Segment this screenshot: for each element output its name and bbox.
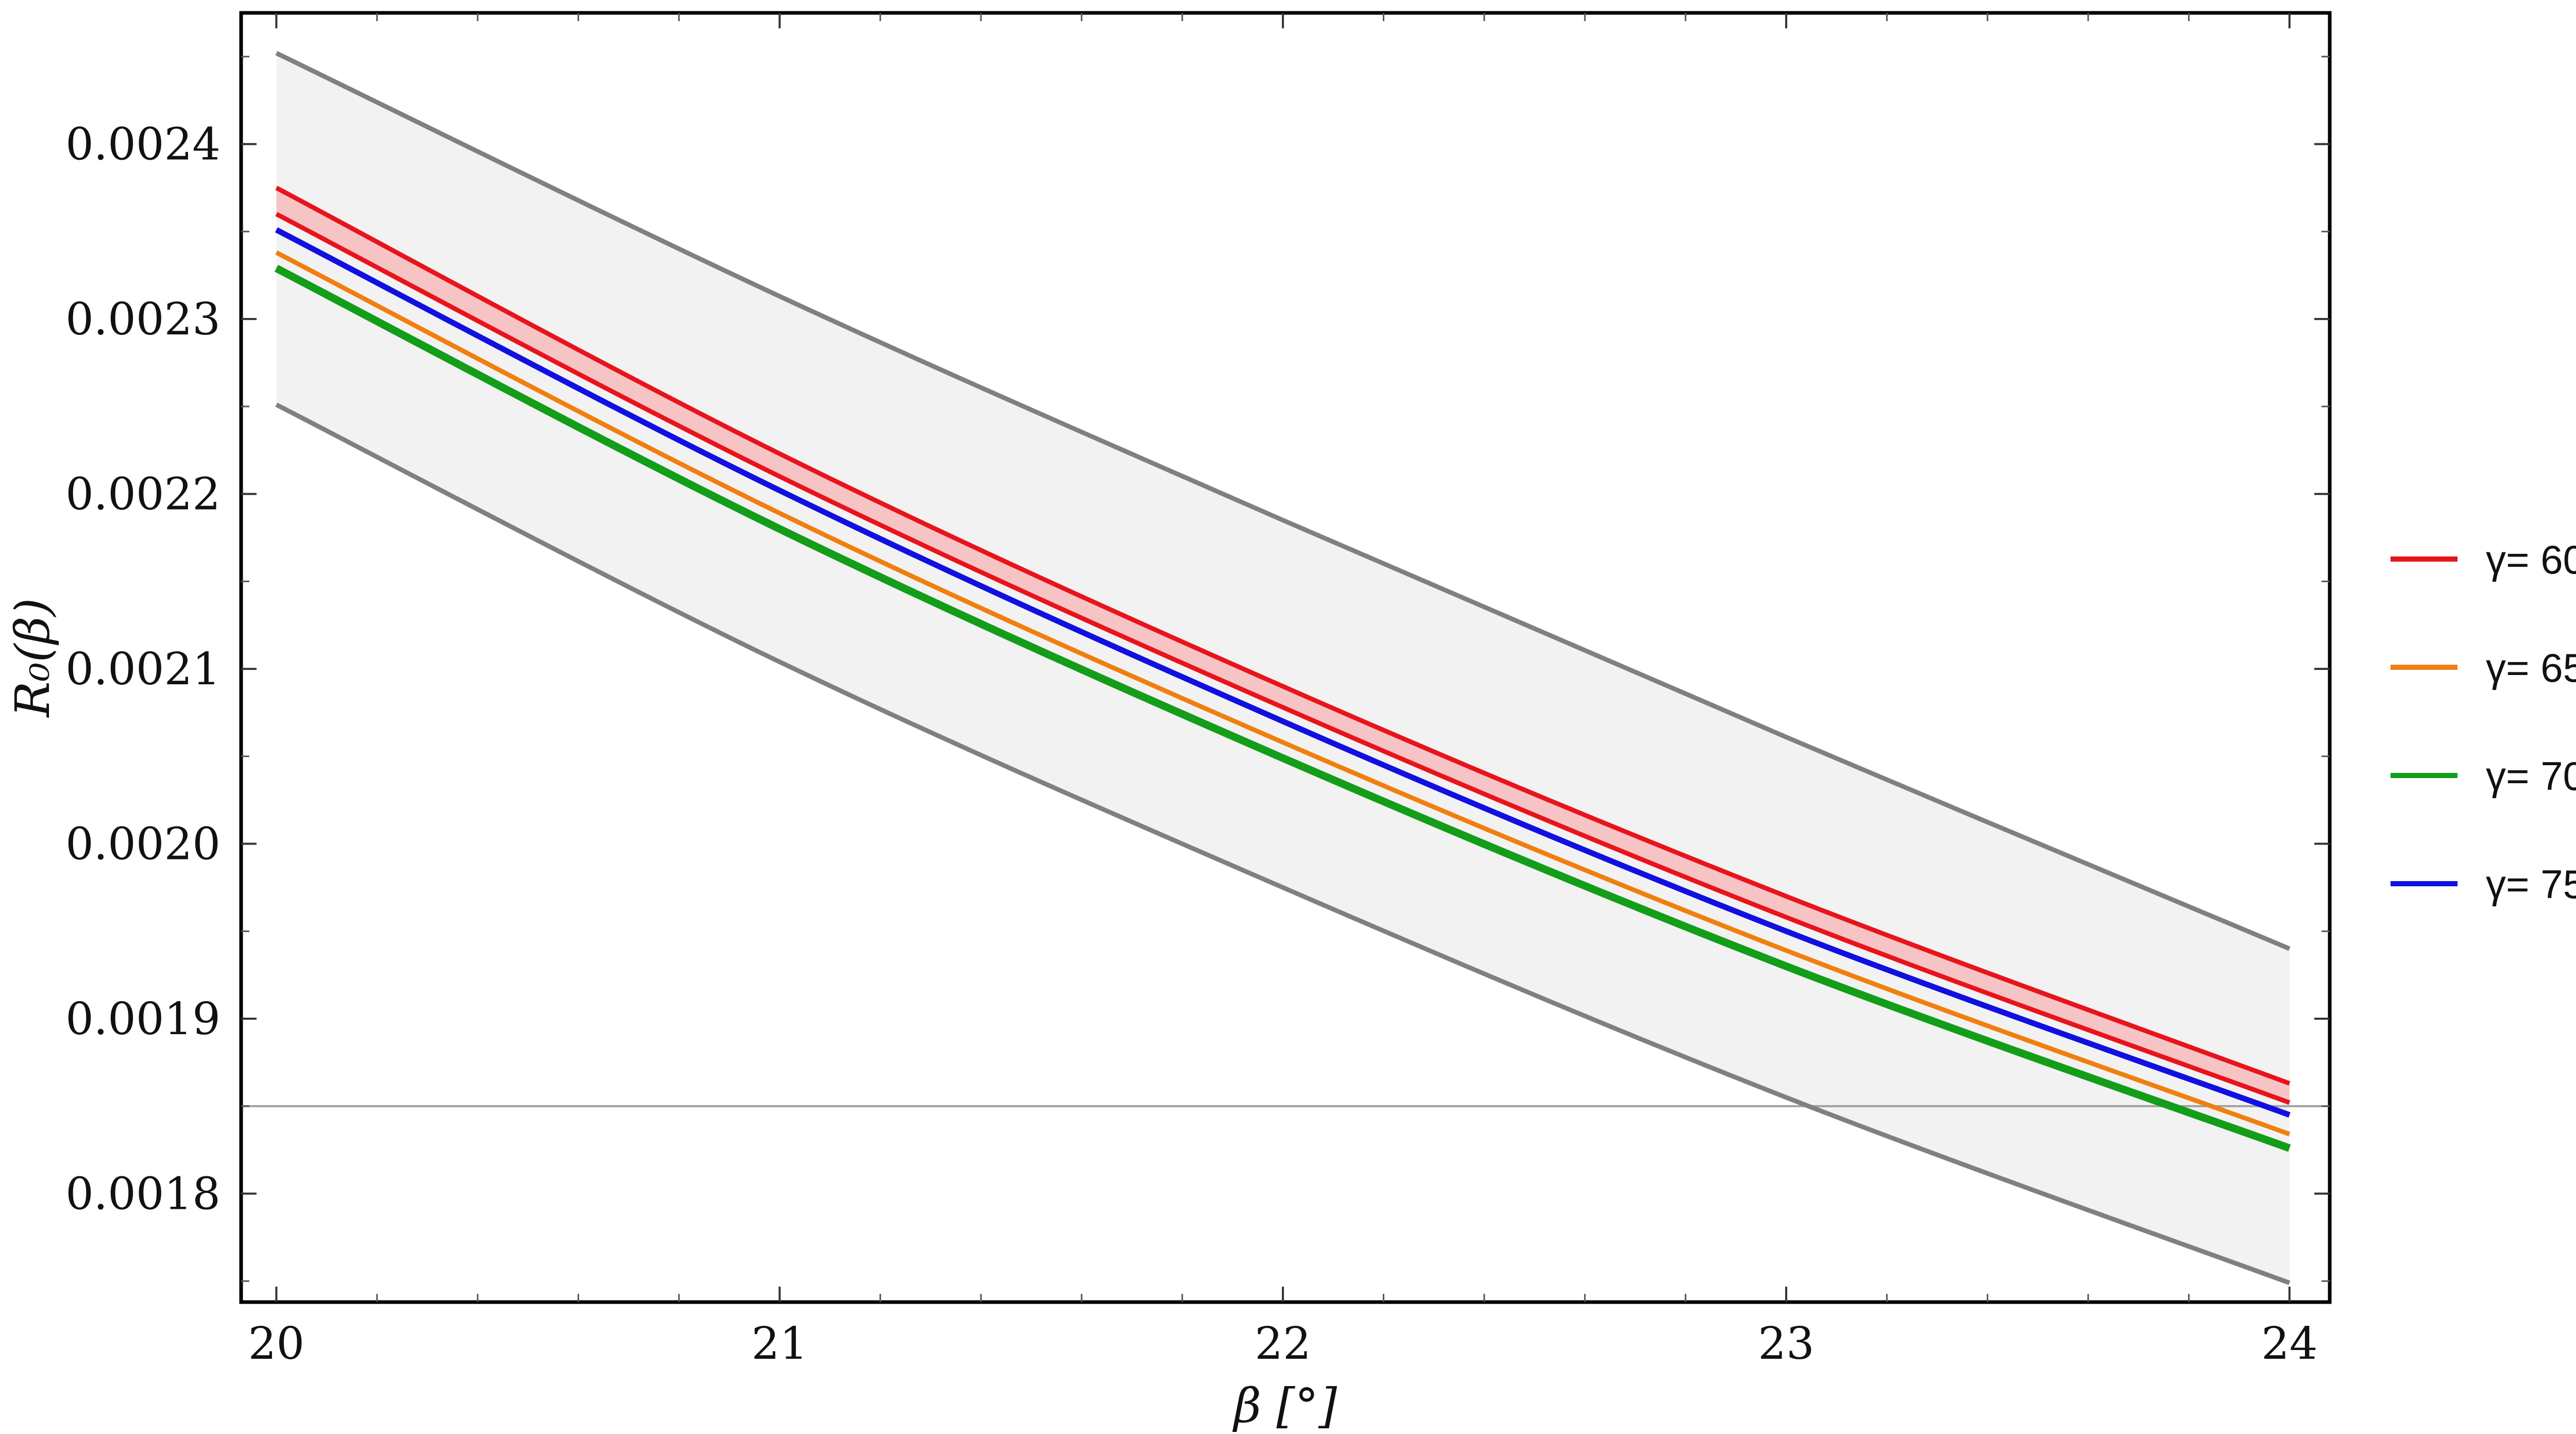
legend-60-label: γ= 60° bbox=[2486, 537, 2576, 582]
y-axis-title: R₀(β) bbox=[5, 598, 60, 718]
plot-frame bbox=[239, 11, 2332, 1304]
series-60-upper-line bbox=[275, 185, 2291, 1086]
axes: 20 21 22 23 24 0.0018 0.0019 0.0020 0.0021 0.0022… bbox=[5, 11, 2332, 1433]
series-65-line bbox=[275, 250, 2291, 1137]
legend-65-label: γ= 65° bbox=[2486, 645, 2576, 690]
series-60-lower-line bbox=[275, 212, 2291, 1105]
x-tick-label: 20 bbox=[248, 1318, 304, 1370]
x-tick-label: 22 bbox=[1255, 1318, 1311, 1370]
series-75-line bbox=[275, 227, 2291, 1118]
y-tick-label: 0.0021 bbox=[65, 644, 221, 695]
y-tick-label: 0.0018 bbox=[65, 1169, 221, 1220]
band-fill bbox=[276, 53, 2290, 1283]
y-tick-label: 0.0024 bbox=[65, 119, 221, 171]
band-lower-line bbox=[275, 402, 2291, 1285]
plot-content bbox=[241, 51, 2330, 1285]
y-tick-label: 0.0019 bbox=[65, 993, 221, 1045]
band-upper-line bbox=[275, 51, 2291, 951]
legend: γ= 60° γ= 65° γ= 70° γ= 75° bbox=[2391, 537, 2576, 907]
x-tick-label: 21 bbox=[752, 1318, 808, 1370]
legend-70-label: γ= 70° bbox=[2486, 753, 2576, 799]
y-tick-label: 0.0022 bbox=[65, 469, 221, 520]
series-70-line bbox=[274, 264, 2291, 1152]
x-tick-label: 24 bbox=[2261, 1318, 2317, 1370]
x-tick-label: 23 bbox=[1758, 1318, 1814, 1370]
plot-area bbox=[241, 51, 2330, 1285]
legend-75-label: γ= 75° bbox=[2486, 862, 2576, 907]
x-axis-title: β [°] bbox=[1232, 1378, 1337, 1433]
y-tick-label: 0.0020 bbox=[65, 819, 221, 870]
y-tick-label: 0.0023 bbox=[65, 294, 221, 345]
